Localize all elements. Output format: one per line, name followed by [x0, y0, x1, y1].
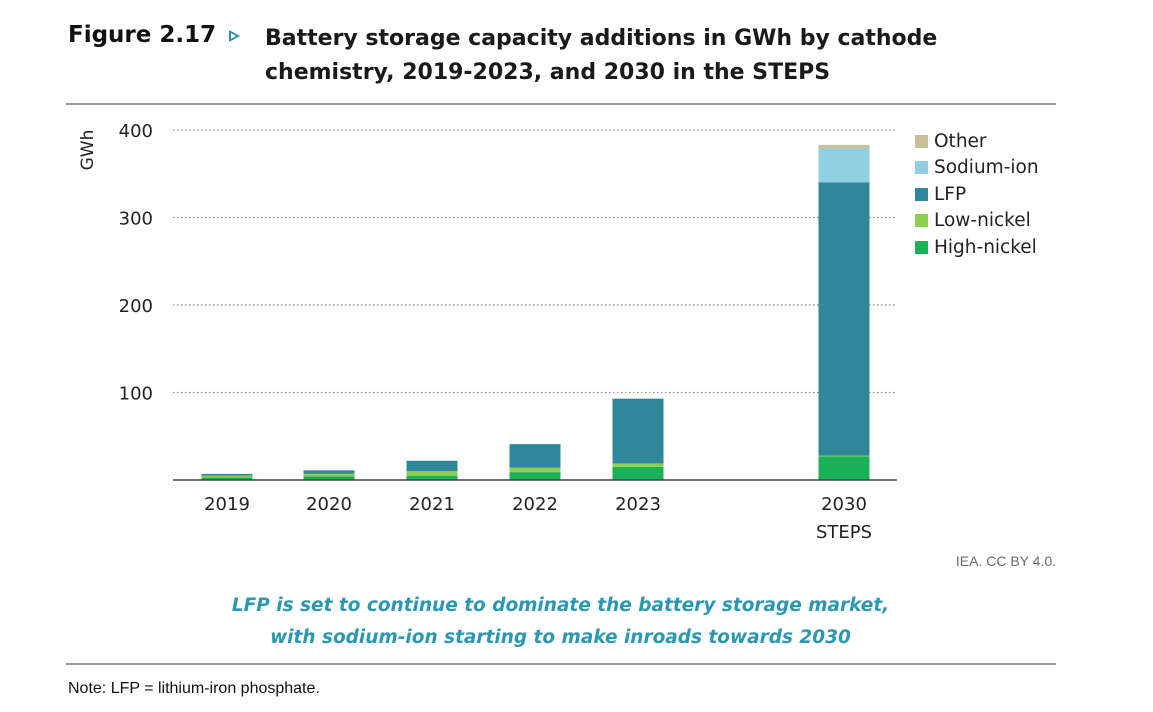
bar-segment-low-nickel-2022 [509, 467, 561, 473]
y-axis-label: GWh [78, 130, 98, 171]
chart-title-line-2: chemistry, 2019-2023, and 2030 in the ST… [265, 60, 831, 85]
x-tick-label: 2021 [409, 494, 455, 515]
legend-item: Other [915, 128, 1039, 155]
legend-swatch [915, 187, 928, 201]
legend-label: Sodium-ion [934, 157, 1039, 179]
bar-segment-low-nickel-2021 [406, 471, 458, 476]
legend-swatch [915, 134, 928, 148]
figure-label: Figure 2.17 [68, 22, 217, 48]
legend-item: Sodium-ion [915, 155, 1039, 182]
legend-swatch [915, 214, 928, 228]
bar-segment-high-nickel-2019 [201, 477, 253, 480]
bar-segment-lfp-2020 [303, 470, 355, 474]
chart-subtitle: LFP is set to continue to dominate the b… [0, 590, 1121, 654]
legend-item: High-nickel [915, 234, 1039, 261]
bar-segment-other-2030 [818, 144, 870, 149]
legend-label: LFP [934, 183, 967, 205]
x-tick-label: 2023 [615, 494, 661, 515]
legend: Other Sodium-ion LFP Low-nickel High-nickel [915, 128, 1039, 261]
bar-segment-high-nickel-2023 [612, 466, 664, 480]
bar-segment-sodium-ion-2030 [818, 148, 870, 183]
bar-segment-lfp-2019 [201, 473, 253, 476]
footnote: Note: LFP = lithium-iron phosphate. [68, 680, 320, 697]
legend-label: Other [934, 130, 987, 152]
bar-segment-high-nickel-2021 [406, 475, 458, 480]
chart-title-line-1: Battery storage capacity additions in GW… [265, 26, 938, 51]
bars [201, 144, 870, 480]
legend-swatch [915, 161, 928, 175]
bar-segment-high-nickel-2020 [303, 476, 355, 480]
y-tick-label: 200 [119, 296, 153, 317]
bar-segment-low-nickel-2030 [818, 455, 870, 457]
source-credit: IEA. CC BY 4.0. [955, 553, 1056, 569]
bar-segment-lfp-2022 [509, 444, 561, 468]
y-tick-label: 300 [119, 209, 153, 230]
bar-segment-high-nickel-2030 [818, 456, 870, 480]
y-tick-label: 400 [119, 121, 153, 142]
legend-swatch [915, 240, 928, 254]
bar-segment-lfp-2021 [406, 460, 458, 472]
bar-segment-low-nickel-2020 [303, 473, 355, 477]
chart-subtitle-line-2: with sodium-ion starting to make inroads… [270, 627, 851, 648]
figure-arrow-icon [229, 30, 240, 42]
bar-segment-lfp-2030 [818, 182, 870, 456]
x-tick-label: 2030 [821, 494, 867, 515]
bar-segment-high-nickel-2022 [509, 472, 561, 480]
x-tick-label: 2020 [306, 494, 352, 515]
legend-item: Low-nickel [915, 208, 1039, 235]
x-tick-label-line-2: STEPS [816, 522, 872, 543]
bar-segment-low-nickel-2019 [201, 475, 253, 478]
legend-label: Low-nickel [934, 210, 1031, 232]
axes: 100 200 300 400 2019 2020 2021 2022 2023 2030 STEP… [119, 121, 897, 543]
chart-subtitle-line-1: LFP is set to continue to dominate the b… [231, 595, 890, 616]
legend-item: LFP [915, 181, 1039, 208]
x-tick-label: 2019 [204, 494, 250, 515]
top-divider [66, 103, 1056, 105]
legend-label: High-nickel [934, 236, 1037, 258]
bar-segment-lfp-2023 [612, 398, 664, 464]
y-tick-label: 100 [119, 384, 153, 405]
gridlines [173, 129, 897, 394]
bottom-divider [66, 663, 1056, 665]
bar-segment-low-nickel-2023 [612, 463, 664, 467]
x-tick-label: 2022 [512, 494, 558, 515]
chart-title: Battery storage capacity additions in GW… [265, 22, 965, 90]
